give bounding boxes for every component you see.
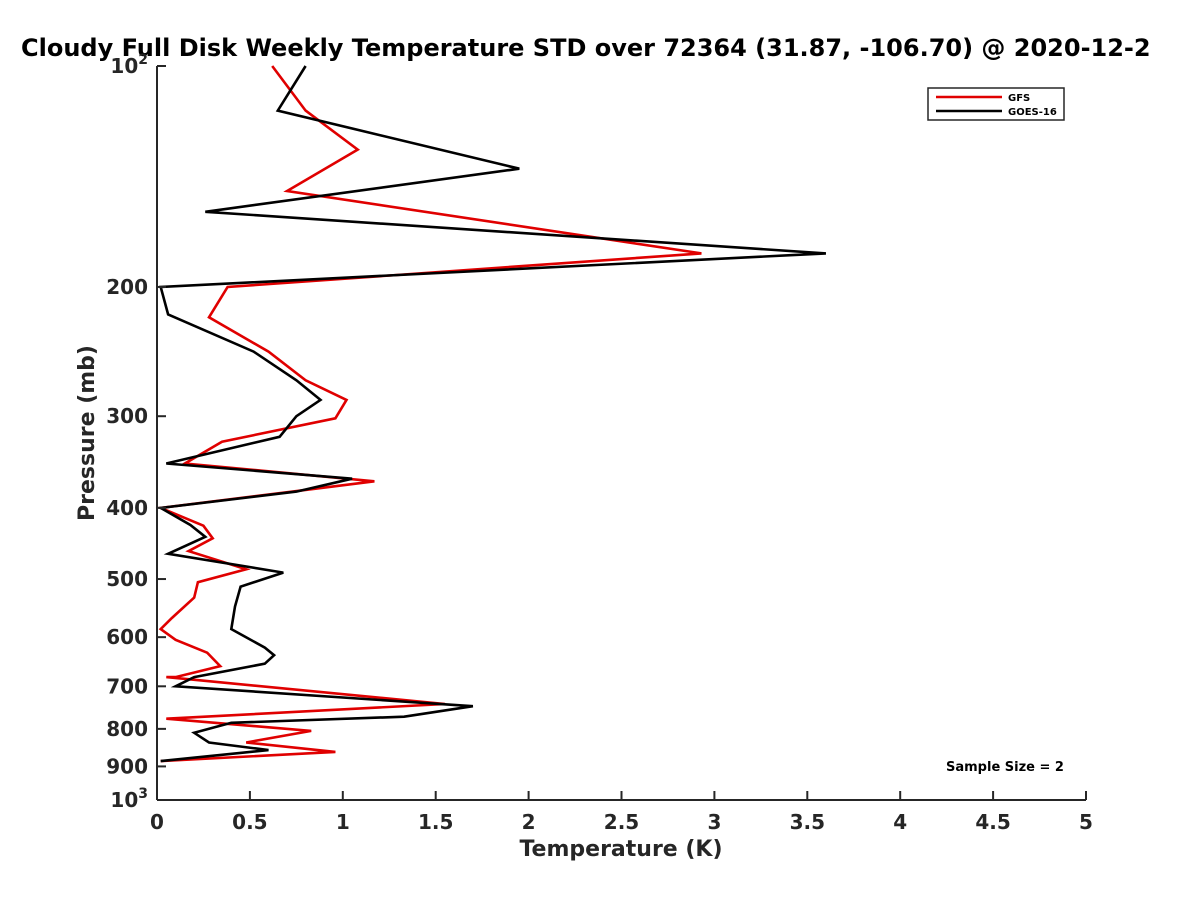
x-tick-label: 0.5 — [232, 810, 267, 834]
x-tick-label: 3.5 — [790, 810, 825, 834]
y-tick-label: 200 — [106, 275, 148, 299]
legend-label-gfs: GFS — [1008, 93, 1030, 104]
legend-label-goes16: GOES-16 — [1008, 107, 1057, 118]
series-line-goes16 — [156, 65, 826, 763]
x-ticks: 0 0.5 1 1.5 2 2.5 3 3.5 4 4.5 5 — [150, 791, 1093, 834]
legend: GFS GOES-16 — [927, 87, 1065, 121]
y-axis-label: Pressure (mb) — [75, 345, 100, 521]
plot-series — [155, 65, 826, 763]
y-ticks: 102 200 300 400 500 600 700 800 900 103 — [106, 52, 166, 812]
x-tick-label: 1 — [336, 810, 350, 834]
x-tick-label: 5 — [1079, 810, 1093, 834]
y-tick-label: 102 — [110, 52, 148, 78]
x-tick-label: 2 — [522, 810, 536, 834]
x-axis-label: Temperature (K) — [519, 837, 722, 862]
y-tick-label: 500 — [106, 567, 148, 591]
y-tick-label: 400 — [106, 496, 148, 520]
x-tick-label: 4.5 — [975, 810, 1010, 834]
legend-box — [927, 87, 1065, 121]
y-tick-label: 700 — [106, 674, 148, 698]
y-tick-label: 600 — [106, 625, 148, 649]
x-tick-label: 4 — [893, 810, 907, 834]
series-line-gfs — [155, 65, 702, 763]
x-tick-label: 1.5 — [418, 810, 453, 834]
chart-title: Cloudy Full Disk Weekly Temperature STD … — [21, 34, 1151, 62]
y-tick-label: 300 — [106, 404, 148, 428]
x-tick-label: 2.5 — [604, 810, 639, 834]
sample-size-annotation: Sample Size = 2 — [946, 760, 1064, 775]
x-tick-label: 0 — [150, 810, 164, 834]
y-tick-label: 103 — [110, 786, 148, 812]
y-tick-label: 900 — [106, 754, 148, 778]
y-tick-label: 800 — [106, 717, 148, 741]
x-tick-label: 3 — [707, 810, 721, 834]
